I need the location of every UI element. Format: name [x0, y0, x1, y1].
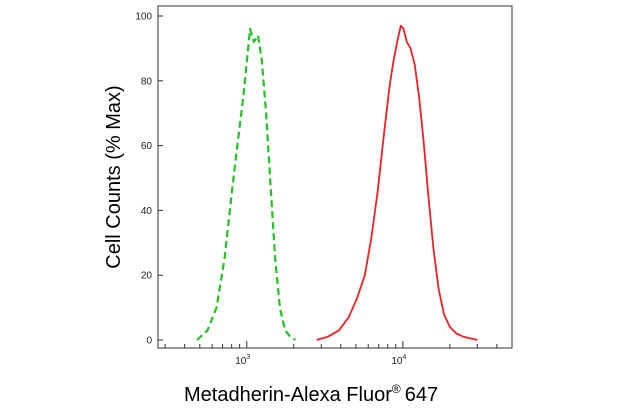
y-axis-title: Cell Counts (% Max) [103, 85, 125, 268]
x-axis-title-superscript: ® [392, 382, 401, 396]
y-tick-label-80: 80 [141, 76, 153, 87]
x-tick-label-exponent: 4 [402, 354, 406, 361]
y-tick-label-100: 100 [135, 12, 152, 23]
x-tick-label-exponent: 3 [246, 354, 250, 361]
series-line-0 [196, 27, 296, 341]
y-tick-label-60: 60 [141, 141, 153, 152]
series-line-1 [316, 24, 478, 341]
y-tick-label-0: 0 [146, 336, 152, 347]
x-tick-label-base: 10 [391, 356, 403, 367]
plot-frame [157, 5, 513, 349]
x-axis-title-suffix: 647 [405, 384, 438, 406]
series-layer [196, 24, 478, 341]
x-tick-label-base: 10 [235, 356, 247, 367]
x-axis-ticks: 103 104 [164, 341, 513, 367]
x-tick-label-1000: 103 [235, 354, 250, 367]
x-tick-label-10000: 104 [391, 354, 406, 367]
y-axis-ticks: 0 20 40 60 80 100 [135, 12, 163, 347]
x-axis-title-main: Metadherin-Alexa Fluor [184, 384, 392, 406]
y-tick-label-20: 20 [141, 271, 153, 282]
x-axis-title: Metadherin-Alexa Fluor® 647 [184, 382, 438, 406]
y-tick-label-40: 40 [141, 206, 153, 217]
